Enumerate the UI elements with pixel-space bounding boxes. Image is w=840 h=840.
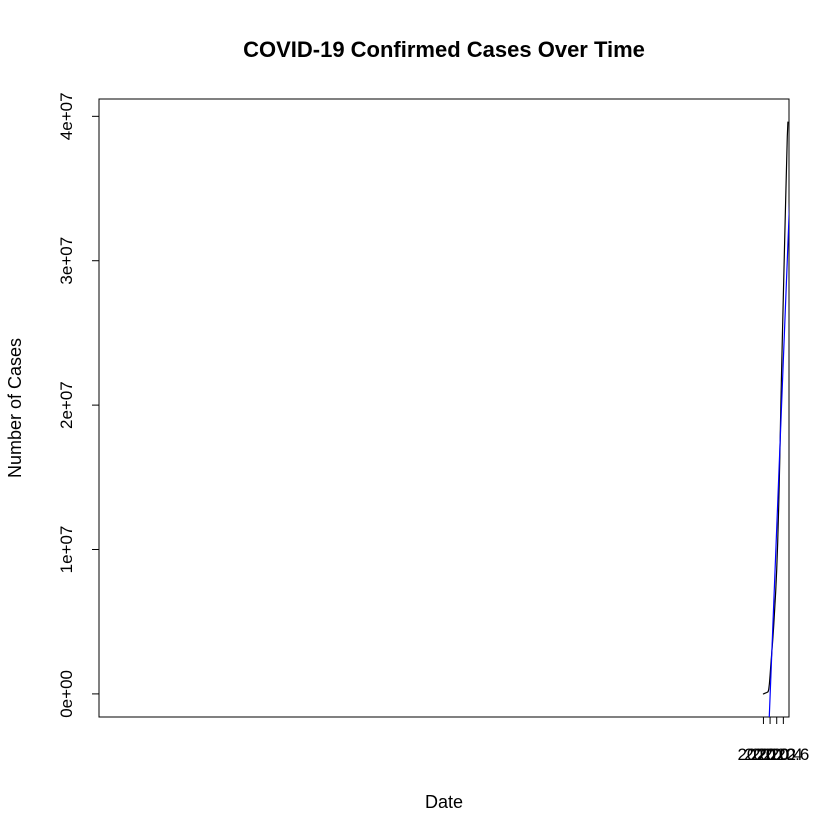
series-line-confirmed-cases	[762, 121, 789, 695]
y-tick-label: 0e+00	[57, 670, 76, 718]
x-tick-label: 2020.0	[737, 745, 789, 764]
y-tick-label: 3e+07	[57, 237, 76, 285]
chart-title: COVID-19 Confirmed Cases Over Time	[243, 37, 645, 62]
y-tick-label: 4e+07	[57, 92, 76, 140]
y-axis-label: Number of Cases	[5, 338, 25, 478]
x-tick-label: 2020.4	[751, 745, 803, 764]
series-line-linear-fit	[768, 201, 789, 717]
series-layer	[762, 121, 789, 717]
x-tick-label: 2020.2	[744, 745, 796, 764]
y-axis: 0e+00 1e+07 2e+07 3e+07 4e+07	[57, 92, 100, 718]
x-axis-label: Date	[425, 792, 463, 812]
y-tick-label: 1e+07	[57, 526, 76, 574]
x-tick-label: 2020.6	[757, 745, 809, 764]
plot-frame	[98, 98, 790, 718]
y-tick-label: 2e+07	[57, 381, 76, 429]
